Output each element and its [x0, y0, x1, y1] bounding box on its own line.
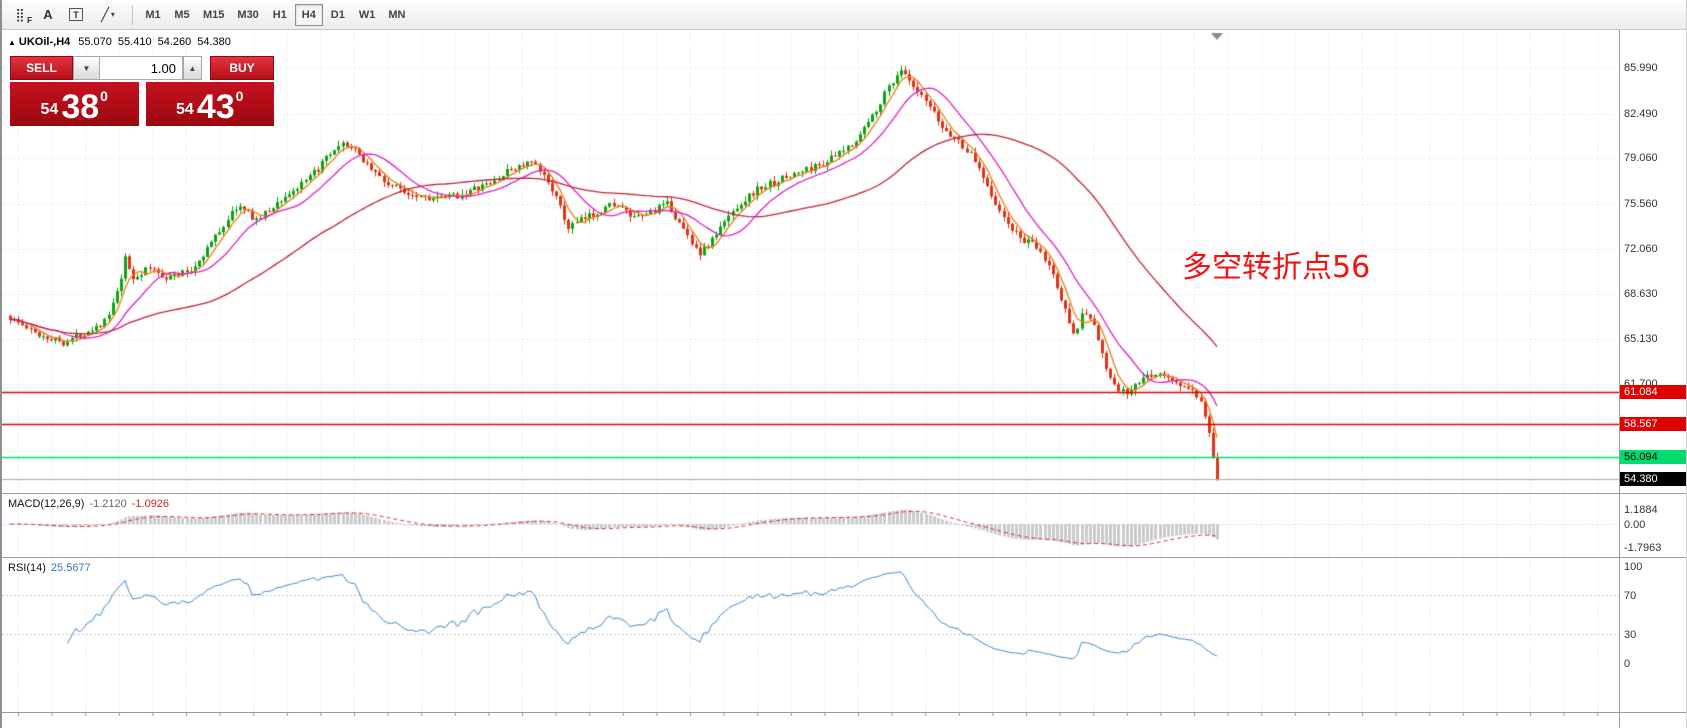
bid-pipette: 0 — [100, 88, 108, 104]
label-tool-icon[interactable]: T — [63, 4, 89, 26]
dotted-grid-f-icon[interactable]: ⣿ F — [7, 4, 33, 26]
volume-dropdown-button[interactable]: ▼ — [73, 56, 100, 80]
toolbar-separator — [132, 4, 133, 25]
macd-axis[interactable]: 1.1884 0.00 -1.7963 — [1619, 494, 1686, 557]
rsi-canvas[interactable] — [2, 558, 1620, 712]
rsi-axis-tick: 30 — [1624, 628, 1637, 641]
bid-pips: 38 — [61, 87, 100, 126]
macd-axis-tick: -1.7963 — [1624, 542, 1662, 555]
f-sub-glyph: F — [27, 15, 32, 25]
time-axis[interactable] — [2, 712, 1686, 728]
line-glyph: ╱ — [101, 6, 109, 22]
level-price-label: 61.084 — [1620, 384, 1686, 399]
timeframe-toolbar: M1 M5 M15 M30 H1 H4 D1 W1 MN — [139, 3, 411, 26]
one-click-trade-panel: SELL ▼ ▲ BUY 54 38 0 54 43 — [10, 56, 274, 126]
symbol-name: UKOil-,H4 — [18, 36, 71, 48]
price-axis-tick: 68.630 — [1624, 287, 1658, 300]
volume-up-button[interactable]: ▲ — [183, 56, 202, 80]
ohlc-low: 54.260 — [157, 36, 192, 48]
main-chart-pane: ▲ UKOil-,H4 55.070 55.410 54.260 54.380 SELL … — [2, 30, 1686, 493]
timeframe-h1[interactable]: H1 — [272, 8, 287, 21]
timeframe-m15[interactable]: M15 — [203, 8, 225, 21]
timeframe-m1[interactable]: M1 — [145, 8, 161, 21]
rsi-axis[interactable]: 100 70 30 0 — [1619, 558, 1686, 712]
line-studies-icon[interactable]: ╱ ▾ — [91, 4, 125, 26]
macd-pane: MACD(12,26,9) -1.2120 -1.0926 1.1884 0.00 -1… — [2, 493, 1686, 557]
price-axis-tick: 75.560 — [1624, 197, 1658, 210]
chevron-up-icon: ▲ — [188, 63, 197, 73]
text-tool-icon[interactable]: A — [35, 4, 61, 26]
time-axis-corner — [1619, 713, 1686, 728]
timeframe-h4[interactable]: H4 — [294, 3, 323, 26]
price-axis-tick: 72.060 — [1624, 243, 1658, 256]
timeframe-mn[interactable]: MN — [388, 8, 406, 21]
buy-button[interactable]: BUY — [210, 56, 274, 80]
macd-axis-tick: 1.1884 — [1624, 503, 1658, 516]
symbol-marker-icon: ▲ — [8, 38, 16, 47]
macd-canvas[interactable] — [2, 494, 1620, 557]
rsi-axis-tick: 100 — [1624, 561, 1643, 573]
price-axis-tick: 85.990 — [1624, 62, 1658, 74]
macd-signal-value: -1.0926 — [131, 498, 170, 510]
price-axis-tick: 79.060 — [1624, 152, 1658, 165]
ohlc-open: 55.070 — [78, 36, 112, 48]
ohlc-high: 55.410 — [117, 36, 152, 48]
chevron-down-icon: ▾ — [110, 10, 115, 19]
time-axis-canvas — [2, 713, 1620, 728]
level-price-label: 54.380 — [1620, 471, 1686, 486]
price-axis[interactable]: 85.990 82.490 79.060 75.560 72.060 68.630 65.1… — [1619, 30, 1686, 493]
macd-axis-tick: 0.00 — [1624, 519, 1646, 531]
chevron-down-icon: ▼ — [82, 63, 91, 73]
rsi-value: 25.5677 — [50, 562, 91, 574]
ohlc-close: 54.380 — [197, 36, 231, 48]
rsi-axis-tick: 70 — [1624, 590, 1637, 603]
rsi-label: RSI(14) 25.5677 — [8, 562, 91, 574]
macd-label: MACD(12,26,9) -1.2120 -1.0926 — [8, 498, 169, 510]
a-glyph: A — [43, 7, 53, 22]
rsi-axis-tick: 0 — [1624, 658, 1631, 670]
timeframe-m5[interactable]: M5 — [174, 8, 190, 21]
bid-integer: 54 — [40, 101, 59, 118]
rsi-name: RSI(14) — [8, 562, 46, 574]
rsi-pane: RSI(14) 25.5677 100 70 30 0 — [2, 557, 1686, 712]
macd-name: MACD(12,26,9) — [8, 498, 85, 510]
chart-text-annotation[interactable]: 多空转折点56 — [1182, 250, 1371, 285]
ask-pipette: 0 — [235, 88, 244, 104]
grid-glyph: ⣿ — [15, 6, 25, 22]
timeframe-w1[interactable]: W1 — [358, 8, 376, 21]
level-price-label: 58.567 — [1620, 417, 1686, 432]
toolbar: ⣿ F A T ╱ ▾ M1 M5 M15 M30 H1 H4 D1 W1 MN — [2, 0, 1686, 30]
macd-main-value: -1.2120 — [89, 498, 127, 510]
bid-quote-box: 54 38 0 — [10, 82, 139, 126]
volume-input[interactable] — [100, 56, 183, 80]
symbol-ohlc-line: ▲ UKOil-,H4 55.070 55.410 54.260 54.380 — [8, 36, 237, 48]
timeframe-m30[interactable]: M30 — [237, 8, 259, 21]
level-price-label: 56.094 — [1620, 449, 1686, 464]
ask-integer: 54 — [176, 101, 194, 118]
ask-quote-box: 54 43 0 — [145, 82, 274, 126]
sell-button[interactable]: SELL — [10, 56, 73, 80]
t-box-glyph: T — [69, 8, 83, 21]
ask-pips: 43 — [196, 87, 235, 126]
price-axis-tick: 65.130 — [1624, 333, 1658, 346]
timeframe-d1[interactable]: D1 — [330, 8, 345, 21]
price-axis-tick: 82.490 — [1624, 107, 1658, 120]
